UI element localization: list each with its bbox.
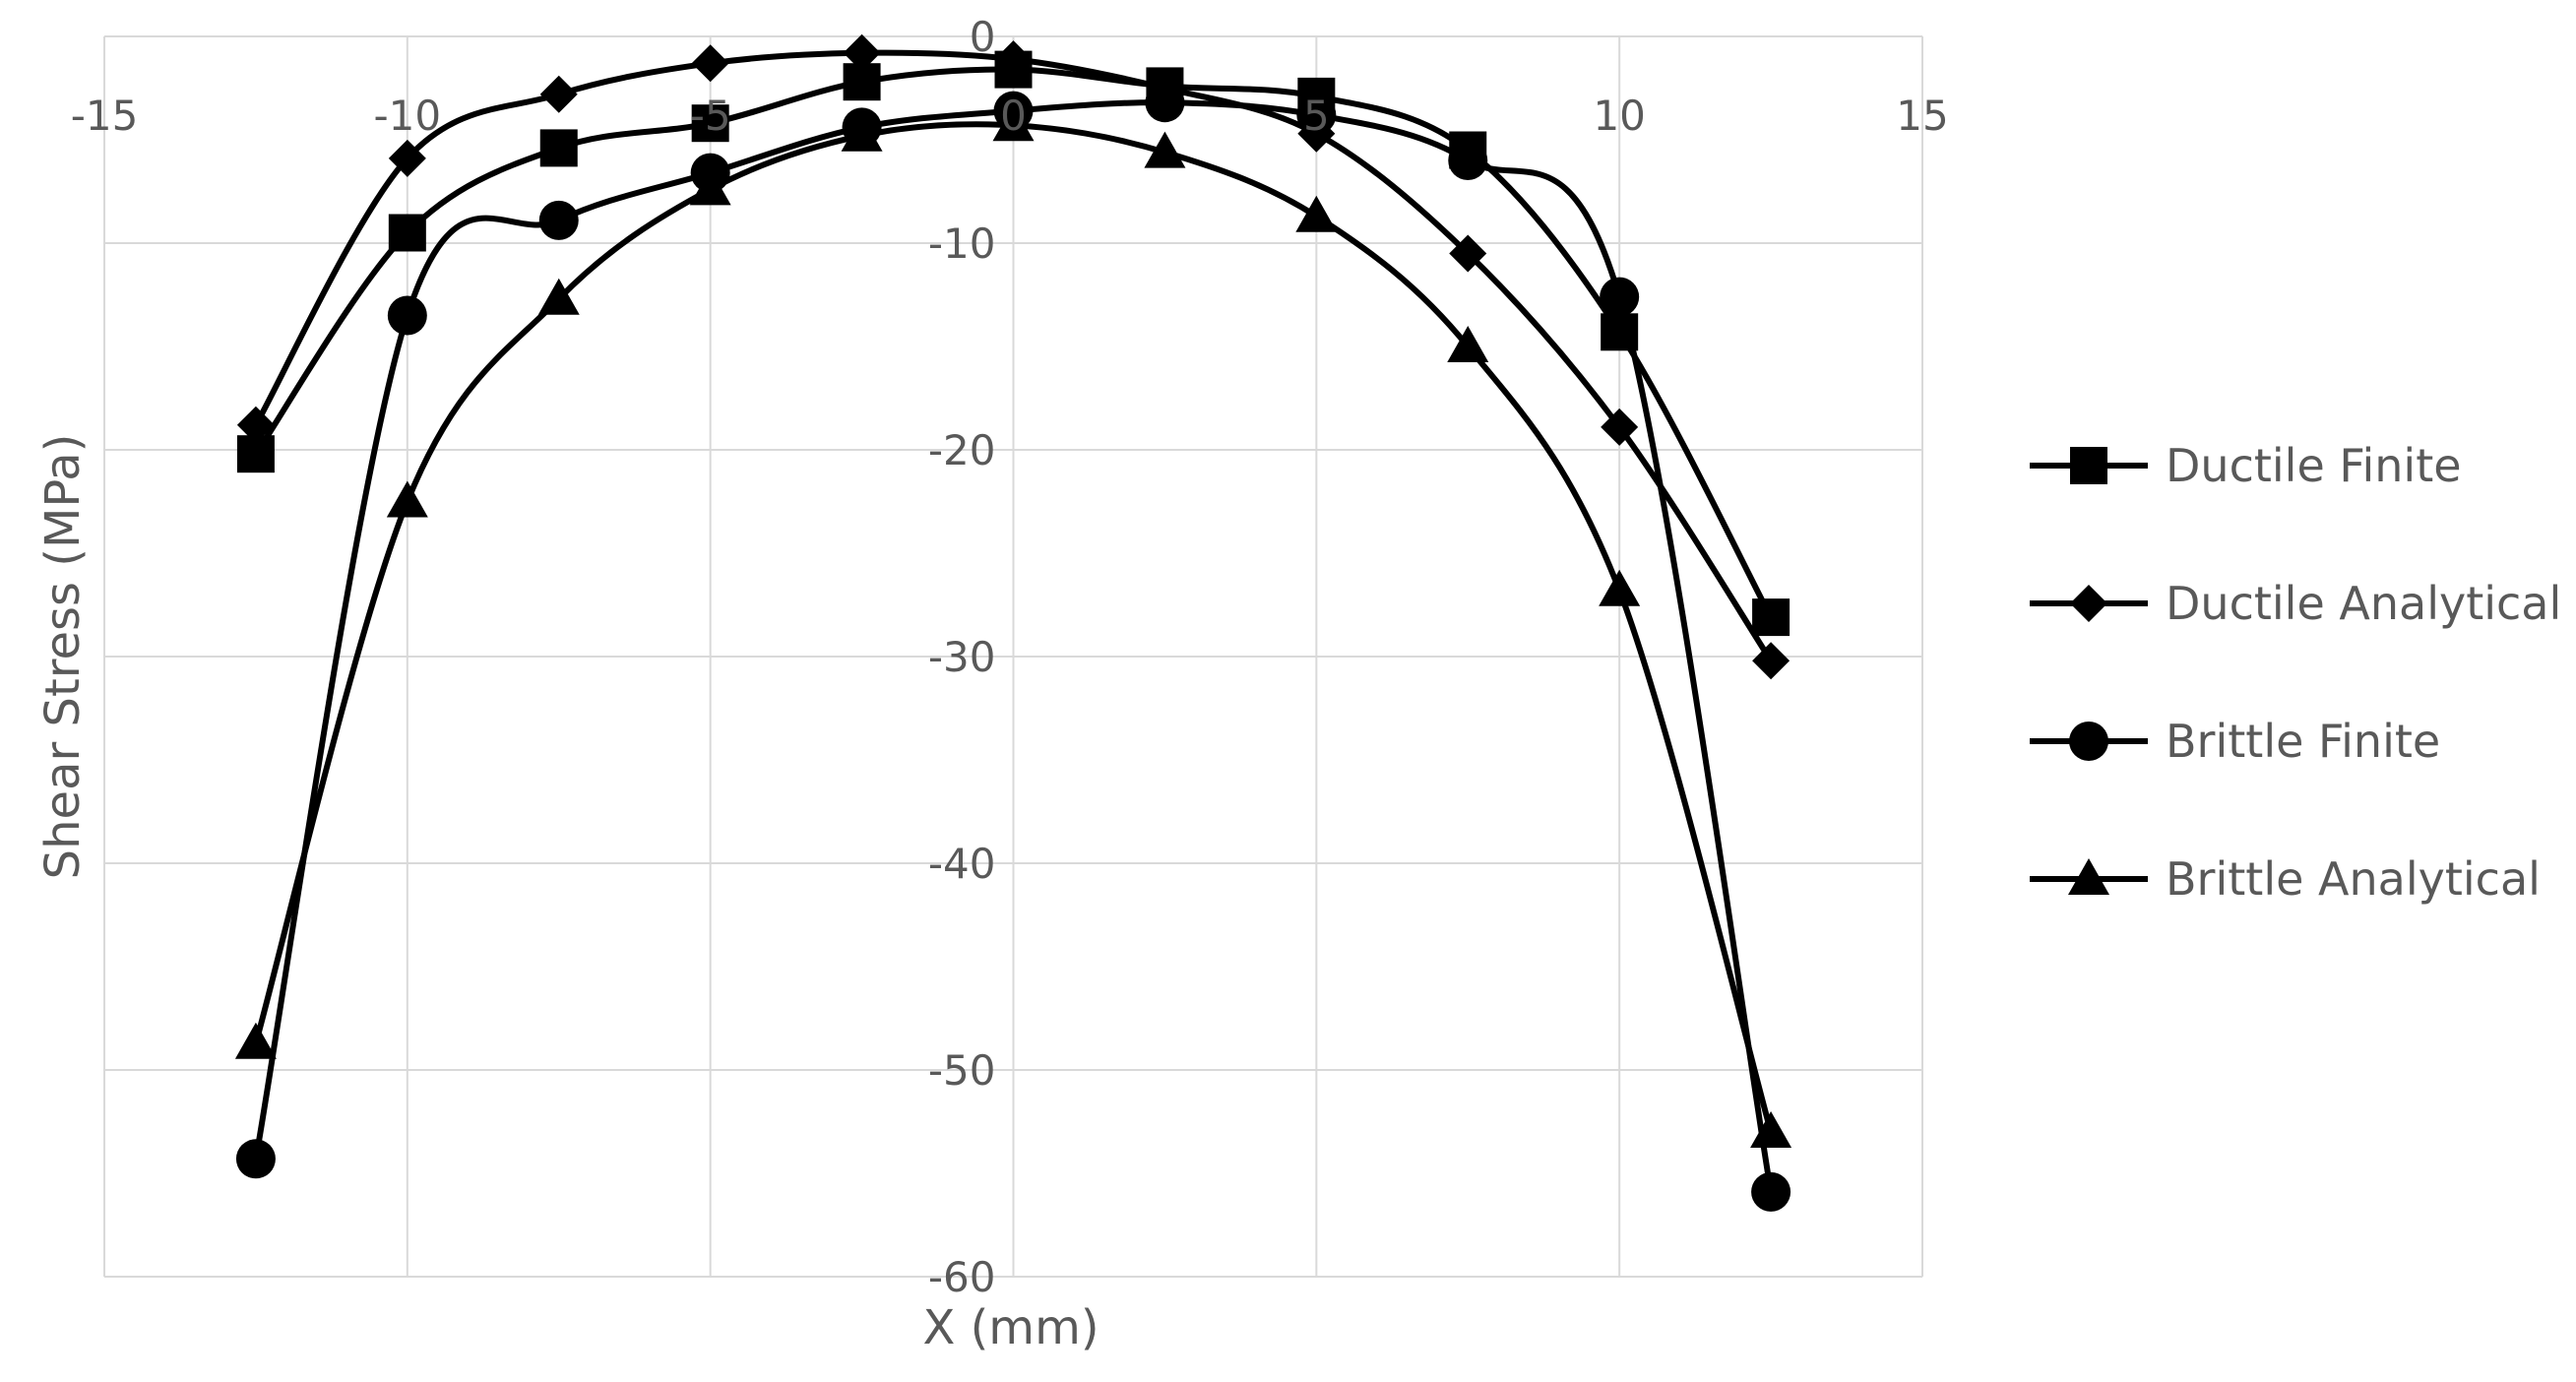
y-tick-label: -60 [928,1253,996,1301]
y-axis-title: Shear Stress (MPa) [35,434,91,880]
x-tick-label: -10 [374,92,442,140]
legend-marker-triangle [2068,858,2109,895]
y-tick-label: -30 [928,633,996,681]
y-tick-label: -50 [928,1046,996,1095]
y-tick-label: -20 [928,426,996,474]
data-point-brittle-finite [235,1139,276,1179]
x-tick-label: -5 [690,92,731,140]
series-layer [234,33,1792,1212]
legend-label: Ductile Analytical [2166,577,2561,630]
legend-label: Brittle Finite [2166,715,2440,768]
legend: Ductile Finite Ductile Analytical Brittle … [2030,439,2561,906]
data-point-ductile-analytical [691,44,729,83]
legend-label: Brittle Analytical [2166,852,2541,906]
legend-item-brittle-analytical: Brittle Analytical [2030,852,2541,906]
data-point-brittle-analytical [1599,569,1641,606]
x-tick-label: 5 [1303,92,1330,140]
x-tick-label: 15 [1896,92,1948,140]
data-point-ductile-finite [1752,598,1791,637]
data-point-brittle-analytical [689,168,731,206]
data-point-brittle-analytical [841,114,883,152]
y-tick-label: -40 [928,840,996,888]
legend-item-brittle-finite: Brittle Finite [2030,715,2440,768]
x-tick-label: -15 [71,92,139,140]
gridlines [103,35,1923,1278]
data-point-brittle-finite [1751,1171,1791,1212]
legend-item-ductile-finite: Ductile Finite [2030,439,2462,492]
data-point-brittle-analytical [1447,326,1489,362]
data-point-ductile-finite [388,214,426,252]
data-point-brittle-analytical [1295,195,1338,232]
data-point-ductile-analytical [388,139,426,177]
data-point-brittle-analytical [537,278,580,315]
legend-item-ductile-analytical: Ductile Analytical [2030,577,2561,630]
y-tick-label: -10 [928,220,996,268]
series-brittle-analytical [234,104,1792,1148]
legend-marker-circle [2069,722,2108,761]
data-point-brittle-finite [1448,141,1488,180]
data-point-ductile-analytical [236,406,275,444]
data-point-brittle-finite [387,295,427,336]
legend-label: Ductile Finite [2166,439,2462,492]
legend-marker-square [2070,447,2107,484]
data-point-brittle-analytical [234,1022,277,1059]
data-point-brittle-finite [538,200,579,240]
data-point-brittle-finite [1600,277,1640,317]
legend-marker-diamond [2070,585,2107,622]
data-point-ductile-analytical [1601,408,1639,446]
x-axis-title: X (mm) [922,1300,1099,1355]
x-tick-label: 0 [1000,92,1027,140]
y-tick-label: 0 [970,13,996,61]
data-point-brittle-finite [1145,83,1185,123]
data-point-ductile-analytical [843,33,881,72]
data-point-ductile-analytical [1752,642,1791,680]
data-point-brittle-analytical [992,104,1035,142]
data-point-brittle-analytical [386,480,428,518]
data-point-brittle-analytical [1144,131,1186,168]
data-point-ductile-analytical [539,75,578,113]
tick-labels: -15 -10 -5 0 5 10 150-10-20-30-40-50-60 [71,13,1949,1301]
data-point-brittle-finite [1296,94,1337,135]
data-point-ductile-analytical [994,40,1033,79]
x-tick-label: 10 [1593,92,1645,140]
data-point-ductile-finite [539,129,578,167]
data-point-brittle-analytical [1750,1111,1792,1148]
data-point-ductile-finite [691,104,729,143]
data-point-ductile-analytical [1449,234,1487,273]
